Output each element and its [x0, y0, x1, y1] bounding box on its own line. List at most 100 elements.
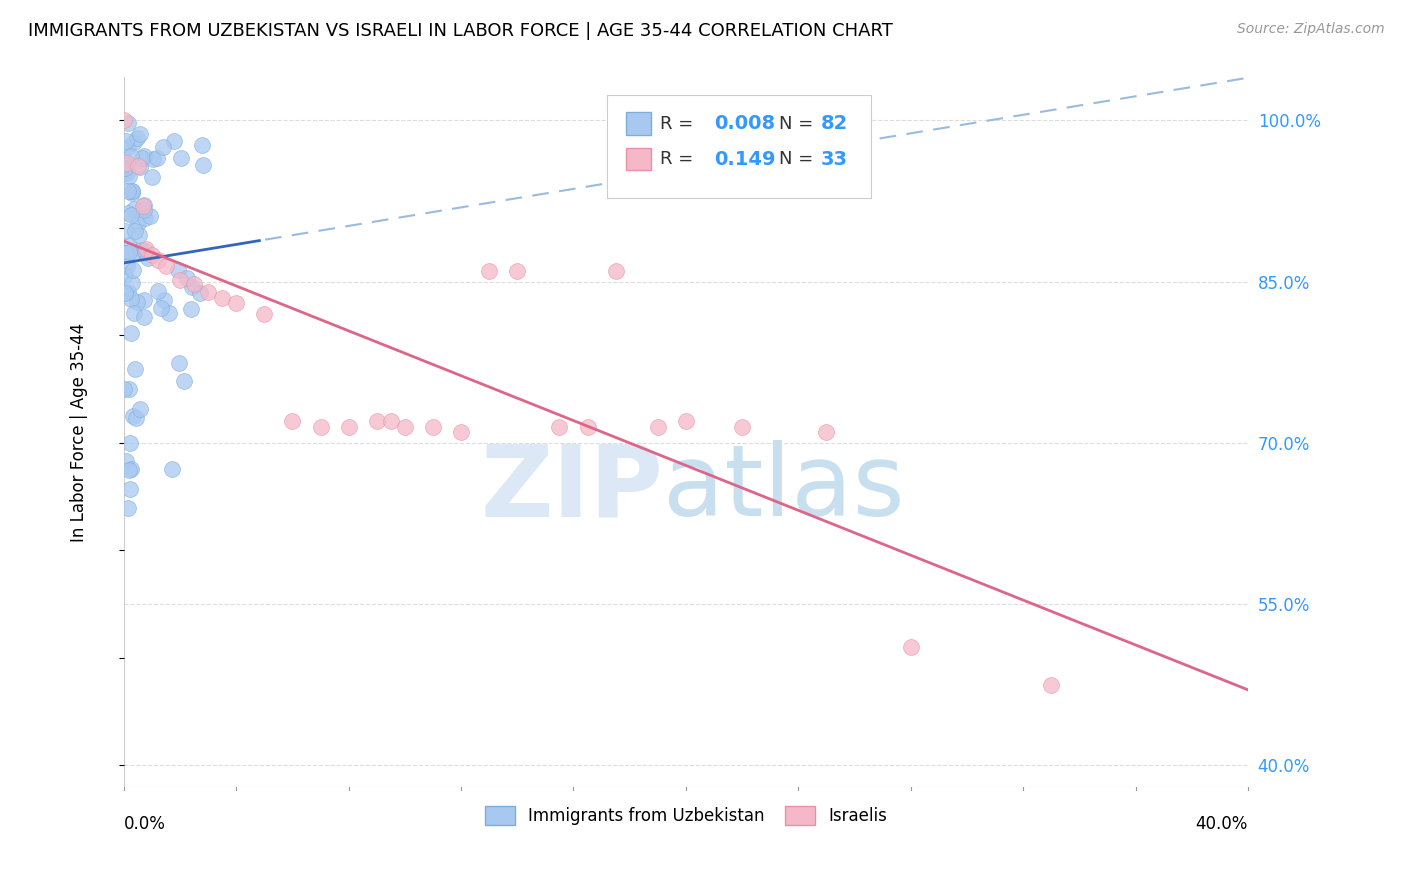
Point [139, 209, 162, 223]
Point [506, 264, 529, 278]
Point [115, 259, 138, 273]
Point [675, 414, 697, 428]
Point [115, 454, 138, 468]
Point [176, 270, 198, 285]
Point [120, 292, 142, 306]
Point [173, 374, 195, 388]
Point [337, 419, 360, 434]
Point [366, 414, 388, 428]
Text: N =: N = [779, 114, 820, 133]
Point [142, 152, 165, 166]
Point [450, 425, 472, 440]
Point [191, 138, 214, 153]
Point [125, 131, 148, 145]
Point [815, 425, 838, 440]
Point [120, 326, 142, 340]
Point [136, 251, 159, 265]
Point [122, 305, 145, 319]
Point [900, 640, 922, 655]
Point [134, 211, 156, 226]
Point [135, 243, 157, 257]
Text: 33: 33 [821, 150, 848, 169]
Text: 40.0%: 40.0% [1195, 815, 1249, 833]
Point [120, 148, 142, 162]
Point [134, 310, 156, 324]
Point [118, 382, 141, 396]
Point [118, 237, 141, 252]
Point [115, 156, 138, 170]
Point [121, 184, 143, 198]
Point [118, 463, 141, 477]
Point [166, 262, 188, 277]
Point [129, 243, 152, 257]
FancyBboxPatch shape [607, 95, 872, 198]
Point [118, 169, 141, 183]
Point [114, 268, 136, 283]
Point [191, 158, 214, 172]
Point [118, 436, 141, 450]
Point [225, 296, 247, 310]
Point [478, 264, 501, 278]
Point [731, 419, 754, 434]
Point [121, 276, 143, 290]
Point [134, 244, 156, 258]
Point [148, 284, 170, 298]
Point [117, 157, 139, 171]
Point [134, 202, 156, 217]
Point [121, 184, 143, 198]
Point [131, 151, 153, 165]
Point [152, 140, 174, 154]
Point [146, 152, 169, 166]
Point [114, 382, 136, 396]
Point [115, 134, 138, 148]
Point [422, 419, 444, 434]
Point [146, 253, 169, 268]
Point [605, 264, 627, 278]
Point [576, 419, 599, 434]
Point [117, 185, 139, 199]
FancyBboxPatch shape [626, 112, 651, 135]
Point [121, 246, 143, 260]
Text: ZIP: ZIP [481, 441, 664, 538]
Point [114, 158, 136, 172]
Point [160, 462, 183, 476]
Point [125, 294, 148, 309]
Point [112, 166, 135, 180]
Point [128, 227, 150, 242]
Point [155, 259, 177, 273]
Text: 0.008: 0.008 [714, 114, 775, 133]
Point [157, 306, 180, 320]
Point [122, 135, 145, 149]
Point [127, 216, 149, 230]
Point [117, 285, 139, 299]
Text: Source: ZipAtlas.com: Source: ZipAtlas.com [1237, 22, 1385, 37]
Point [128, 401, 150, 416]
Point [309, 419, 332, 434]
Point [115, 166, 138, 180]
Text: 0.0%: 0.0% [124, 815, 166, 833]
Text: atlas: atlas [664, 441, 905, 538]
Point [180, 279, 202, 293]
Point [253, 307, 276, 321]
Point [188, 286, 211, 301]
Point [120, 482, 142, 496]
Point [548, 419, 571, 434]
Point [141, 170, 163, 185]
Point [169, 272, 191, 286]
Point [1040, 678, 1063, 692]
Point [114, 224, 136, 238]
Point [129, 127, 152, 141]
Text: 82: 82 [821, 114, 848, 133]
Point [183, 277, 205, 291]
Point [141, 248, 163, 262]
Point [114, 161, 136, 175]
Point [114, 285, 136, 300]
Point [121, 263, 143, 277]
Point [167, 356, 190, 370]
Point [647, 419, 669, 434]
Point [132, 198, 155, 212]
Point [124, 362, 146, 376]
Point [132, 199, 155, 213]
Point [197, 285, 219, 300]
Point [394, 419, 416, 434]
